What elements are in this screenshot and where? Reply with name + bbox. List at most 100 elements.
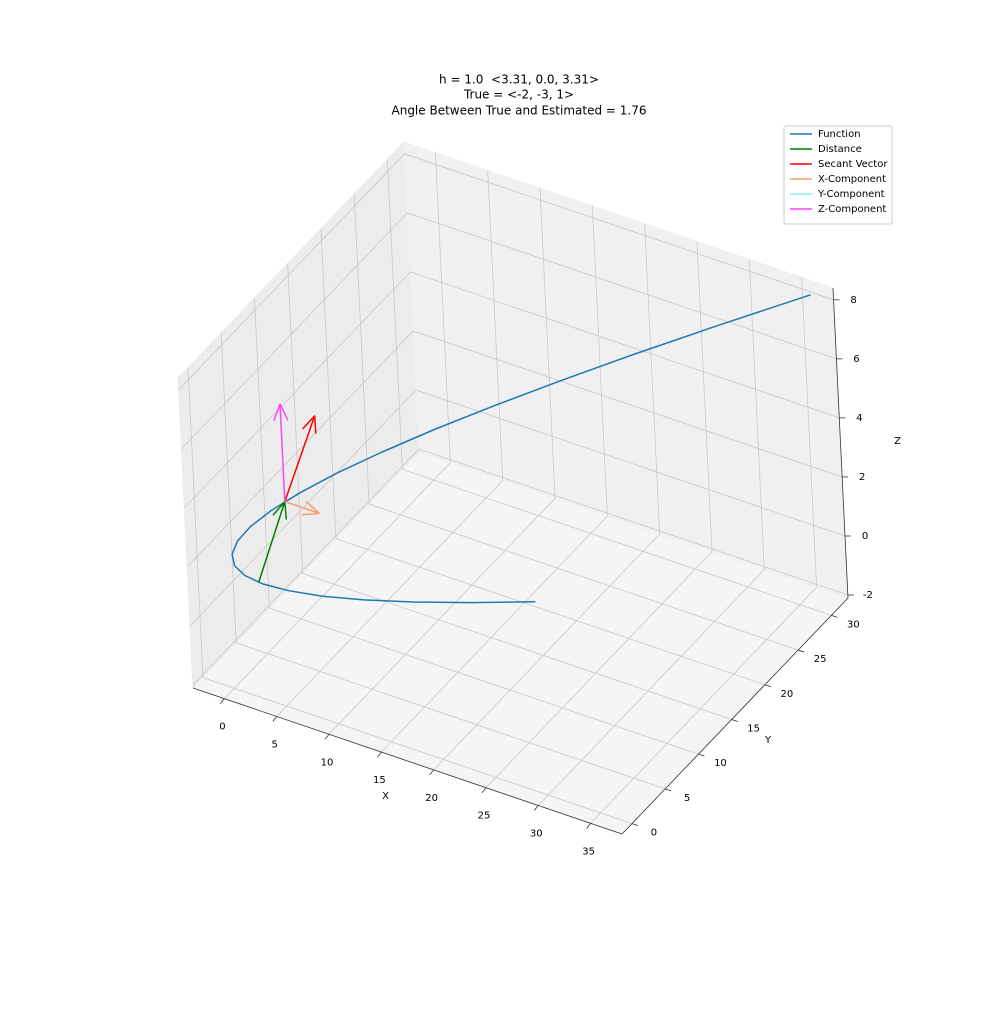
tick-mark bbox=[324, 734, 330, 740]
grid-line bbox=[320, 228, 337, 539]
grid-line bbox=[220, 332, 237, 643]
grid-line bbox=[539, 188, 556, 499]
grid-line bbox=[407, 212, 837, 360]
grid-line bbox=[386, 159, 403, 470]
tick-mark bbox=[272, 716, 278, 722]
grid-line bbox=[353, 194, 370, 505]
legend-label: Z-Component bbox=[818, 204, 886, 215]
arrow-head bbox=[301, 512, 320, 516]
grid-line bbox=[236, 642, 666, 790]
panes bbox=[177, 140, 849, 835]
grid-line bbox=[186, 330, 414, 568]
grid-line bbox=[485, 551, 713, 788]
arrow-head bbox=[279, 403, 289, 421]
grid-line bbox=[302, 573, 732, 720]
grid-line bbox=[369, 503, 799, 651]
grid-line bbox=[418, 448, 848, 596]
legend-label: Function bbox=[818, 129, 861, 140]
x-axis-label: X bbox=[382, 791, 389, 802]
x-tick-label: 10 bbox=[321, 757, 334, 768]
tick-mark bbox=[377, 751, 382, 758]
y-tick-label: 15 bbox=[747, 723, 760, 734]
y-tick-label: 20 bbox=[781, 689, 794, 700]
legend-label: Distance bbox=[818, 144, 862, 155]
marks bbox=[231, 294, 811, 604]
arrow-head bbox=[273, 403, 281, 422]
grid-line bbox=[487, 170, 504, 481]
tick-mark bbox=[665, 788, 672, 792]
grid-line bbox=[410, 271, 840, 419]
grid-line bbox=[801, 277, 818, 588]
axes: 0 5 10 15 20 25 30 35 0 5 10 15 20 25 30 -2 0 2 4 6 8 X Y Z bbox=[192, 287, 901, 857]
z-tick-label: -2 bbox=[863, 590, 873, 601]
y-tick-label: 0 bbox=[651, 828, 657, 839]
tick-mark bbox=[533, 805, 539, 811]
series-line bbox=[231, 294, 811, 604]
grid-line bbox=[224, 462, 451, 699]
tick-mark bbox=[798, 649, 805, 653]
chart-title: True = <-2, -3, 1> bbox=[463, 88, 574, 102]
z-tick-label: 6 bbox=[853, 354, 859, 365]
grid-line bbox=[181, 212, 408, 450]
tick-mark bbox=[220, 698, 225, 704]
arrow-head bbox=[302, 415, 316, 430]
legend: Function Distance Secant Vector X-Component… bbox=[783, 125, 893, 225]
tick-mark bbox=[764, 684, 772, 688]
grid-line bbox=[590, 587, 817, 824]
x-tick-label: 5 bbox=[272, 739, 278, 750]
y-tick-label: 5 bbox=[684, 793, 690, 804]
arrow-shaft bbox=[279, 403, 286, 502]
x-tick-label: 25 bbox=[478, 811, 491, 822]
grid-line bbox=[269, 607, 699, 755]
grid-line bbox=[276, 480, 503, 717]
arrow-head bbox=[284, 501, 288, 520]
legend-label: X-Component bbox=[818, 174, 886, 185]
arrow-shaft bbox=[257, 501, 286, 583]
z-tick-label: 2 bbox=[859, 472, 865, 483]
grid-line bbox=[434, 152, 451, 463]
grid bbox=[178, 152, 848, 824]
grid-line bbox=[644, 223, 661, 534]
x-tick-label: 0 bbox=[219, 722, 225, 733]
arrow-head bbox=[272, 501, 286, 516]
grid-line bbox=[202, 677, 633, 824]
axis-line bbox=[621, 597, 849, 835]
grid-line bbox=[415, 389, 846, 537]
grid-line bbox=[413, 330, 843, 478]
arrow-shaft bbox=[284, 415, 316, 502]
grid-line bbox=[402, 468, 832, 616]
legend-label: Y-Component bbox=[817, 189, 885, 200]
x-tick-label: 30 bbox=[530, 829, 543, 840]
x-tick-label: 15 bbox=[373, 775, 386, 786]
grid-line bbox=[538, 569, 765, 806]
y-tick-label: 10 bbox=[714, 758, 727, 769]
chart-title: Angle Between True and Estimated = 1.76 bbox=[392, 104, 647, 118]
grid-line bbox=[287, 263, 304, 574]
axis-line bbox=[832, 287, 849, 599]
z-axis-label: Z bbox=[894, 436, 901, 447]
z-tick-label: 0 bbox=[862, 531, 868, 542]
arrow-shaft bbox=[284, 500, 320, 515]
arrow-head bbox=[305, 500, 320, 514]
tick-mark bbox=[731, 719, 738, 722]
z-tick-label: 4 bbox=[856, 413, 862, 424]
y-axis-label: Y bbox=[764, 735, 772, 746]
grid-line bbox=[591, 206, 608, 517]
x-tick-label: 20 bbox=[425, 793, 438, 804]
grid-line bbox=[404, 153, 834, 301]
grid-line bbox=[178, 153, 405, 391]
grid-line bbox=[183, 271, 411, 509]
tick-mark bbox=[481, 787, 487, 793]
grid-line bbox=[696, 241, 713, 552]
axis-line bbox=[192, 687, 623, 835]
chart-title: h = 1.0 <3.31, 0.0, 3.31> bbox=[439, 73, 599, 87]
legend-label: Secant Vector bbox=[818, 159, 888, 170]
arrow-head bbox=[313, 415, 317, 434]
tick-mark bbox=[831, 614, 838, 618]
grid-line bbox=[335, 538, 766, 686]
y-tick-label: 30 bbox=[847, 619, 860, 630]
x-tick-label: 35 bbox=[582, 846, 595, 857]
tick-mark bbox=[631, 823, 639, 826]
legend-box bbox=[783, 125, 893, 225]
